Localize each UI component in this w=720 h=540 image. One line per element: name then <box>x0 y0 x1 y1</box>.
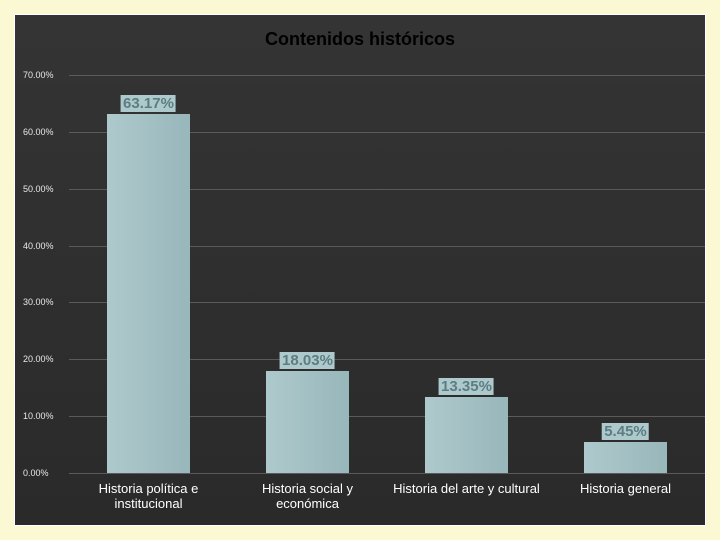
bar-slot: 18.03% <box>228 75 387 473</box>
page-root: Contenidos históricos 63.17% 18.03% 13.35%… <box>0 0 720 540</box>
chart-panel: Contenidos históricos 63.17% 18.03% 13.35%… <box>14 14 706 526</box>
bar: 18.03% <box>266 371 349 474</box>
x-axis-label: Historia del arte y cultural <box>387 481 546 511</box>
y-tick-label: 10.00% <box>23 411 54 421</box>
bar-slot: 5.45% <box>546 75 705 473</box>
bar-slot: 13.35% <box>387 75 546 473</box>
bar-value-label: 18.03% <box>280 352 335 369</box>
x-axis-labels: Historia política e institucionalHistori… <box>69 481 705 511</box>
gridline <box>69 473 705 474</box>
y-tick-label: 70.00% <box>23 70 54 80</box>
bar-slot: 63.17% <box>69 75 228 473</box>
plot-area: 63.17% 18.03% 13.35% 5.45% <box>69 75 705 473</box>
y-tick-label: 60.00% <box>23 127 54 137</box>
y-tick-label: 0.00% <box>23 468 49 478</box>
bar: 5.45% <box>584 442 667 473</box>
x-axis-label: Historia política e institucional <box>69 481 228 511</box>
y-tick-label: 20.00% <box>23 354 54 364</box>
y-tick-label: 40.00% <box>23 241 54 251</box>
y-tick-label: 50.00% <box>23 184 54 194</box>
x-axis-label: Historia general <box>546 481 705 511</box>
x-axis-label: Historia social y económica <box>228 481 387 511</box>
chart-title: Contenidos históricos <box>15 29 705 50</box>
bar: 63.17% <box>107 114 190 473</box>
bar-value-label: 63.17% <box>121 95 176 112</box>
bar-value-label: 5.45% <box>602 423 649 440</box>
y-tick-label: 30.00% <box>23 297 54 307</box>
bars-row: 63.17% 18.03% 13.35% 5.45% <box>69 75 705 473</box>
bar-value-label: 13.35% <box>439 378 494 395</box>
bar: 13.35% <box>425 397 508 473</box>
